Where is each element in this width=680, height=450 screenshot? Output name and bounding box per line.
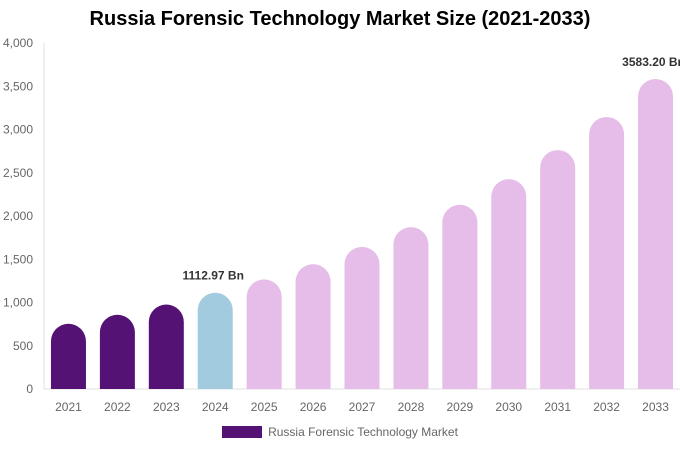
bar-2033 — [638, 79, 674, 390]
x-tick-label: 2021 — [55, 400, 82, 414]
bar-2023 — [148, 304, 184, 389]
y-tick-label: 0 — [26, 382, 33, 396]
x-tick-label: 2022 — [104, 400, 131, 414]
x-tick-label: 2028 — [398, 400, 425, 414]
y-tick-label: 2,500 — [3, 166, 33, 180]
x-tick-label: 2033 — [642, 400, 669, 414]
y-tick-label: 1,000 — [3, 296, 33, 310]
legend-label: Russia Forensic Technology Market — [268, 425, 458, 439]
bar-2024 — [197, 292, 233, 389]
y-tick-label: 2,000 — [3, 209, 33, 223]
bar-2022 — [99, 314, 135, 389]
x-tick-label: 2031 — [544, 400, 571, 414]
bar-2031 — [540, 150, 576, 389]
bar-2025 — [246, 279, 282, 389]
bar-2032 — [589, 116, 625, 389]
legend-swatch — [222, 426, 263, 438]
y-tick-label: 1,500 — [3, 252, 33, 266]
x-tick-label: 2027 — [349, 400, 376, 414]
bar-2026 — [295, 264, 331, 389]
bar-2030 — [491, 179, 527, 389]
y-tick-label: 3,500 — [3, 79, 33, 93]
bar-2021 — [50, 323, 86, 389]
x-tick-label: 2025 — [251, 400, 278, 414]
x-tick-label: 2032 — [593, 400, 620, 414]
y-tick-label: 4,000 — [3, 36, 33, 50]
legend: Russia Forensic Technology Market — [0, 425, 680, 439]
x-tick-label: 2023 — [153, 400, 180, 414]
x-tick-label: 2024 — [202, 400, 229, 414]
bar-2027 — [344, 246, 380, 389]
data-label-2024: 1112.97 Bn — [183, 269, 244, 283]
data-label-2033: 3583.20 Bn — [622, 55, 680, 69]
x-tick-label: 2030 — [495, 400, 522, 414]
y-tick-label: 500 — [13, 339, 33, 353]
y-tick-label: 3,000 — [3, 123, 33, 137]
bar-2028 — [393, 227, 429, 389]
bar-2029 — [442, 204, 478, 389]
chart-title: Russia Forensic Technology Market Size (… — [89, 8, 591, 30]
x-tick-label: 2026 — [300, 400, 327, 414]
x-tick-label: 2029 — [446, 400, 473, 414]
